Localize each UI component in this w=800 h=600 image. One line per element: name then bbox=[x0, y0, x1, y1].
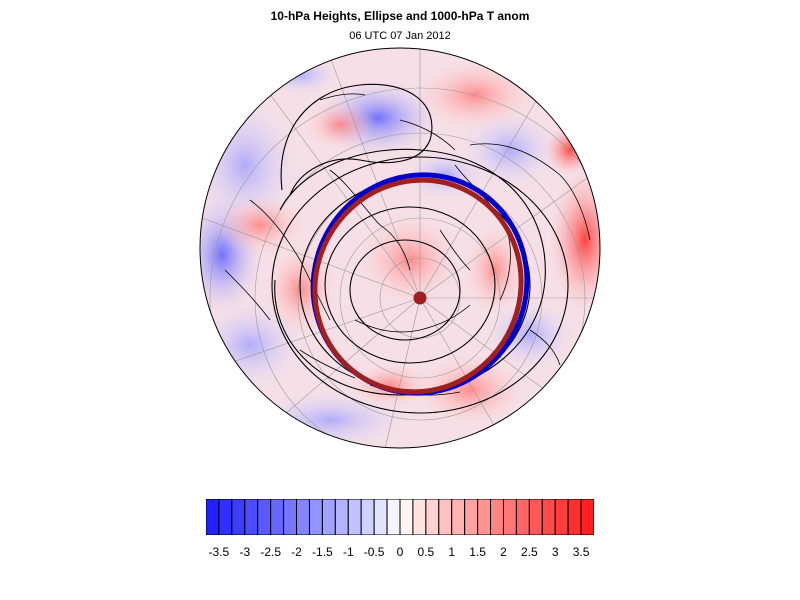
colorbar-box bbox=[386, 499, 401, 535]
colorbar-tick-label: 1.5 bbox=[469, 545, 486, 559]
colorbar-box bbox=[425, 499, 440, 535]
colorbar-tick-label: -1.5 bbox=[312, 545, 333, 559]
colorbar-box bbox=[528, 499, 543, 535]
height-contours bbox=[271, 83, 569, 414]
colorbar-box bbox=[218, 499, 233, 535]
colorbar bbox=[206, 499, 594, 535]
colorbar-box bbox=[399, 499, 414, 535]
colorbar-tick-label: 3.5 bbox=[572, 545, 590, 559]
colorbar-box bbox=[283, 499, 298, 535]
colorbar-tick-label: -0.5 bbox=[363, 545, 385, 559]
colorbar-box bbox=[231, 499, 246, 535]
map-subtitle: 06 UTC 07 Jan 2012 bbox=[349, 30, 451, 42]
colorbar-box bbox=[308, 499, 323, 535]
colorbar-box bbox=[477, 499, 492, 535]
colorbar-tick-label: -3 bbox=[239, 545, 251, 559]
map-boundary bbox=[199, 47, 601, 449]
colorbar-tick-label: 3 bbox=[551, 545, 559, 559]
colorbar-tick-label: 1 bbox=[448, 545, 456, 559]
colorbar-box bbox=[412, 499, 427, 535]
colorbar-boxes bbox=[206, 499, 594, 535]
colorbar-tick-label: -3.5 bbox=[208, 545, 230, 559]
colorbar-tick-label: -1 bbox=[342, 545, 354, 559]
colorbar-box bbox=[502, 499, 517, 535]
colorbar-box bbox=[515, 499, 530, 535]
colorbar-tick-label: 0.5 bbox=[417, 545, 435, 559]
colorbar-box bbox=[490, 499, 504, 535]
colorbar-box bbox=[438, 499, 453, 535]
vortex-ellipse bbox=[310, 172, 530, 396]
map-title: 10-hPa Heights, Ellipse and 1000-hPa T a… bbox=[270, 9, 530, 23]
colorbar-box bbox=[567, 499, 582, 535]
colorbar-box bbox=[244, 499, 259, 535]
colorbar-box bbox=[270, 499, 285, 535]
colorbar-box bbox=[334, 499, 349, 535]
colorbar-box bbox=[580, 499, 594, 535]
colorbar-box bbox=[541, 499, 556, 535]
colorbar-box bbox=[360, 499, 375, 535]
colorbar-box bbox=[321, 499, 336, 535]
colorbar-box bbox=[206, 499, 220, 535]
colorbar-box bbox=[451, 499, 466, 535]
vortex-ellipse-primary bbox=[312, 177, 524, 395]
colorbar-tick-label: 0 bbox=[396, 545, 404, 559]
vortex-centroid-marker bbox=[413, 291, 427, 305]
colorbar-box bbox=[554, 499, 569, 535]
colorbar-box bbox=[347, 499, 362, 535]
colorbar-tick-label: -2 bbox=[291, 545, 302, 559]
colorbar-box bbox=[296, 499, 310, 535]
colorbar-tick-label: -2.5 bbox=[260, 545, 282, 559]
colorbar-tick-label: 2 bbox=[500, 545, 507, 559]
colorbar-tick-label: 2.5 bbox=[520, 545, 538, 559]
colorbar-box bbox=[373, 499, 388, 535]
colorbar-box bbox=[257, 499, 272, 535]
colorbar-box bbox=[464, 499, 479, 535]
